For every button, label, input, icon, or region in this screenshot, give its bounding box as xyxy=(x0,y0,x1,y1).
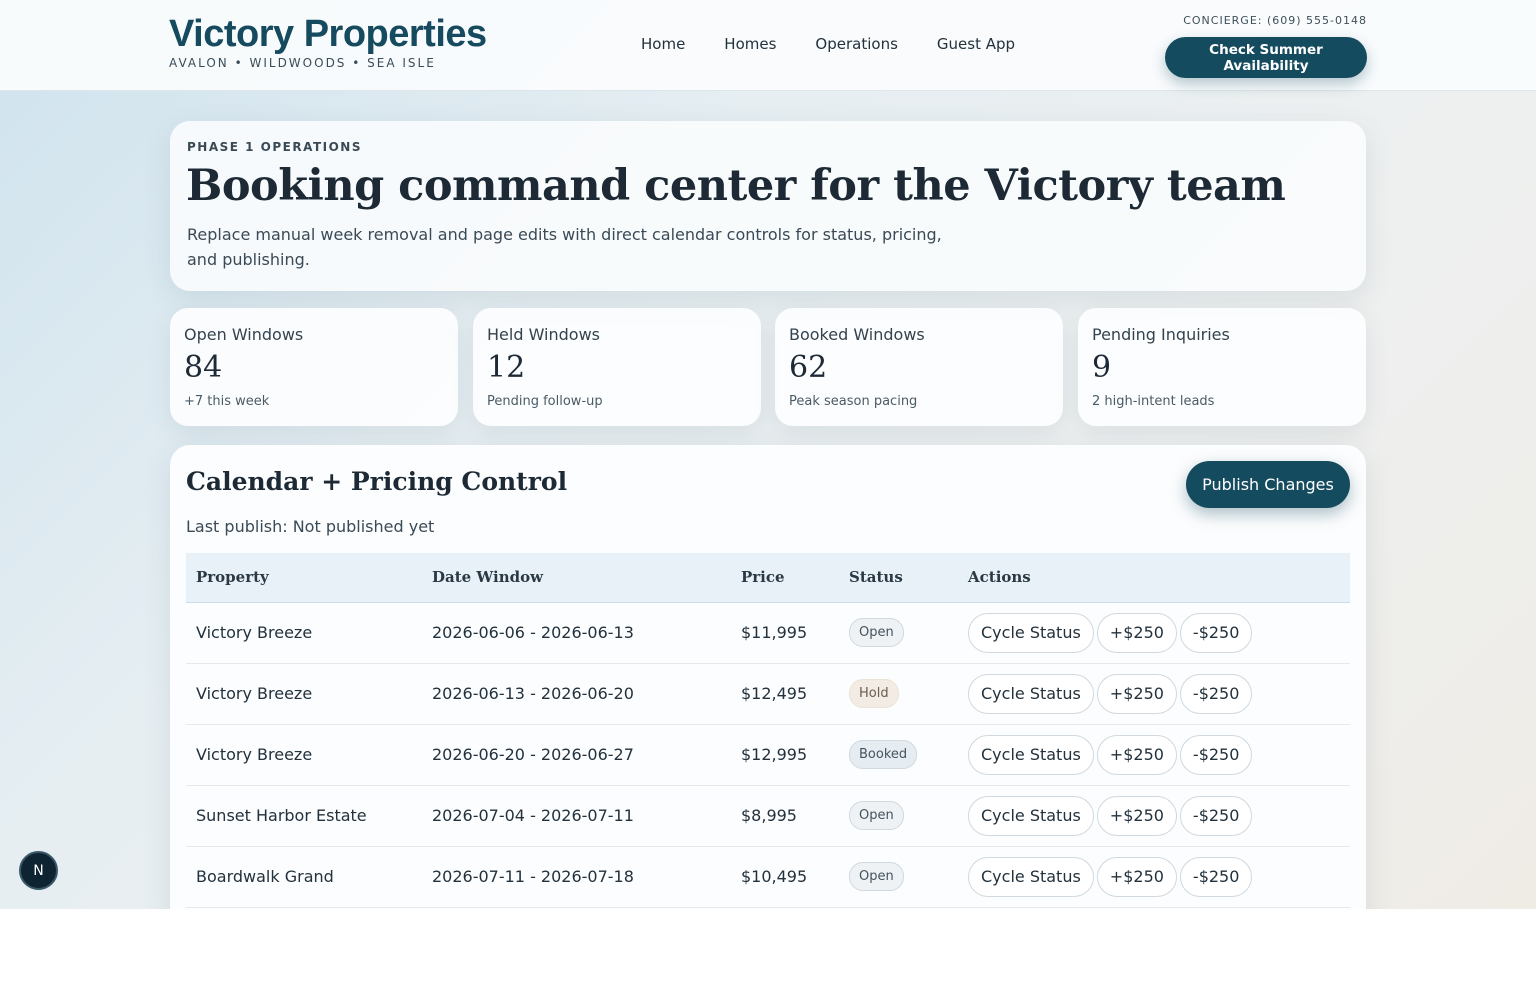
nav-item-homes[interactable]: Homes xyxy=(724,35,777,53)
status-badge: Open xyxy=(849,862,904,891)
cell-property: Sunset Harbor Estate xyxy=(196,806,367,825)
stat-card-held-windows: Held Windows 12 Pending follow-up xyxy=(473,308,761,426)
cell-date-window: 2026-06-06 - 2026-06-13 xyxy=(432,623,634,642)
cell-status: Open xyxy=(839,785,958,846)
stat-value: 84 xyxy=(184,350,223,385)
hero-subtitle: Replace manual week removal and page edi… xyxy=(187,225,942,269)
cycle-status-button[interactable]: Cycle Status xyxy=(968,856,1094,897)
cell-actions: Cycle Status +$250 -$250 xyxy=(958,663,1350,724)
stat-label: Booked Windows xyxy=(789,325,925,344)
increase-price-button[interactable]: +$250 xyxy=(1096,856,1177,897)
main-nav: Home Homes Operations Guest App xyxy=(641,35,1054,53)
table-row: Victory Breeze 2026-06-13 - 2026-06-20 $… xyxy=(186,663,1350,724)
calendar-table: Property Date Window Price Status Action… xyxy=(186,553,1350,908)
increase-price-button[interactable]: +$250 xyxy=(1096,612,1177,653)
cell-status: Open xyxy=(839,846,958,907)
table-row: Boardwalk Grand 2026-07-11 - 2026-07-18 … xyxy=(186,846,1350,907)
stat-label: Open Windows xyxy=(184,325,304,344)
column-header-actions: Actions xyxy=(958,553,1350,603)
cell-price: $10,495 xyxy=(741,867,808,886)
cycle-status-button[interactable]: Cycle Status xyxy=(968,673,1094,714)
concierge-phone[interactable]: CONCIERGE: (609) 555-0148 xyxy=(1183,14,1367,27)
calendar-pricing-panel: Calendar + Pricing Control Last publish:… xyxy=(170,445,1366,909)
decrease-price-button[interactable]: -$250 xyxy=(1179,673,1253,714)
cell-status: Hold xyxy=(839,663,958,724)
stat-value: 12 xyxy=(487,350,526,385)
cell-property: Victory Breeze xyxy=(196,745,313,764)
brand[interactable]: Victory Properties AVALON • WILDWOODS • … xyxy=(169,12,487,70)
cell-date-window: 2026-07-11 - 2026-07-18 xyxy=(432,867,634,886)
cell-property: Boardwalk Grand xyxy=(196,867,334,886)
column-header-status: Status xyxy=(839,553,958,603)
cell-date-window: 2026-07-04 - 2026-07-11 xyxy=(432,806,634,825)
launcher-n-icon: N xyxy=(33,862,44,879)
app-viewport: Victory Properties AVALON • WILDWOODS • … xyxy=(0,0,1536,909)
stat-value: 9 xyxy=(1092,350,1112,385)
cycle-status-button[interactable]: Cycle Status xyxy=(968,795,1094,836)
table-row: Victory Breeze 2026-06-06 - 2026-06-13 $… xyxy=(186,602,1350,663)
cell-property: Victory Breeze xyxy=(196,684,313,703)
brand-name[interactable]: Victory Properties xyxy=(169,13,487,55)
cell-status: Booked xyxy=(839,724,958,785)
stat-note: +7 this week xyxy=(184,394,270,409)
status-badge: Open xyxy=(849,618,904,647)
top-navigation-bar: Victory Properties AVALON • WILDWOODS • … xyxy=(0,0,1536,91)
publish-changes-button[interactable]: Publish Changes xyxy=(1186,461,1350,508)
page-blank-area xyxy=(0,909,1536,997)
decrease-price-button[interactable]: -$250 xyxy=(1179,734,1253,775)
nav-item-home[interactable]: Home xyxy=(641,35,686,53)
cell-price: $8,995 xyxy=(741,806,797,825)
cell-date-window: 2026-06-13 - 2026-06-20 xyxy=(432,684,634,703)
cycle-status-button[interactable]: Cycle Status xyxy=(968,734,1094,775)
cycle-status-button[interactable]: Cycle Status xyxy=(968,612,1094,653)
assistant-launcher-button[interactable]: N xyxy=(19,851,58,890)
increase-price-button[interactable]: +$250 xyxy=(1096,795,1177,836)
column-header-property: Property xyxy=(186,553,422,603)
status-badge: Booked xyxy=(849,740,918,769)
brand-tagline: AVALON • WILDWOODS • SEA ISLE xyxy=(169,56,436,70)
stat-label: Pending Inquiries xyxy=(1092,325,1230,344)
status-badge: Open xyxy=(849,801,904,830)
cell-price: $12,495 xyxy=(741,684,808,703)
table-row: Victory Breeze 2026-06-20 - 2026-06-27 $… xyxy=(186,724,1350,785)
stat-card-open-windows: Open Windows 84 +7 this week xyxy=(170,308,458,426)
stat-note: Pending follow-up xyxy=(487,394,603,409)
panel-title: Calendar + Pricing Control xyxy=(186,467,568,496)
table-row: Sunset Harbor Estate 2026-07-04 - 2026-0… xyxy=(186,785,1350,846)
increase-price-button[interactable]: +$250 xyxy=(1096,673,1177,714)
stat-value: 62 xyxy=(789,350,828,385)
check-availability-button[interactable]: Check Summer Availability xyxy=(1165,37,1367,78)
nav-item-guest-app[interactable]: Guest App xyxy=(936,35,1016,53)
decrease-price-button[interactable]: -$250 xyxy=(1179,612,1253,653)
hero-card: PHASE 1 OPERATIONS Booking command cente… xyxy=(170,121,1366,291)
status-badge: Hold xyxy=(849,679,899,708)
decrease-price-button[interactable]: -$250 xyxy=(1179,795,1253,836)
column-header-date-window: Date Window xyxy=(422,553,731,603)
stat-card-pending-inquiries: Pending Inquiries 9 2 high-intent leads xyxy=(1078,308,1366,426)
cell-actions: Cycle Status +$250 -$250 xyxy=(958,846,1350,907)
cell-price: $12,995 xyxy=(741,745,808,764)
hero-eyebrow: PHASE 1 OPERATIONS xyxy=(187,140,362,154)
stat-card-booked-windows: Booked Windows 62 Peak season pacing xyxy=(775,308,1063,426)
last-publish-status: Last publish: Not published yet xyxy=(186,517,435,536)
page-title: Booking command center for the Victory t… xyxy=(186,161,1286,211)
nav-item-operations[interactable]: Operations xyxy=(815,35,898,53)
increase-price-button[interactable]: +$250 xyxy=(1096,734,1177,775)
cell-date-window: 2026-06-20 - 2026-06-27 xyxy=(432,745,634,764)
cell-actions: Cycle Status +$250 -$250 xyxy=(958,602,1350,663)
stat-label: Held Windows xyxy=(487,325,600,344)
column-header-price: Price xyxy=(731,553,839,603)
cell-property: Victory Breeze xyxy=(196,623,313,642)
stat-note: 2 high-intent leads xyxy=(1092,394,1215,409)
decrease-price-button[interactable]: -$250 xyxy=(1179,856,1253,897)
cell-actions: Cycle Status +$250 -$250 xyxy=(958,724,1350,785)
cell-status: Open xyxy=(839,602,958,663)
cell-actions: Cycle Status +$250 -$250 xyxy=(958,785,1350,846)
table-header-row: Property Date Window Price Status Action… xyxy=(186,553,1350,603)
stat-note: Peak season pacing xyxy=(789,394,918,409)
cell-price: $11,995 xyxy=(741,623,808,642)
